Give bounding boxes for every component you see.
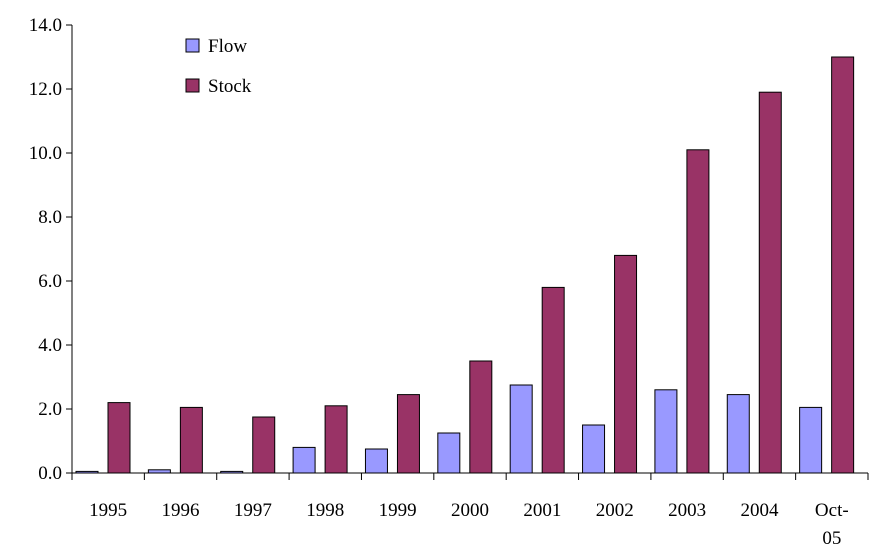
axes-layer: 0.0 2.0 4.0 6.0 8.0 10.0 12.0 14.0 1995 1996 1997 1… (29, 15, 869, 548)
bar-flow-2001 (509, 384, 533, 474)
bar-stock-2000 (469, 360, 493, 474)
bar-stock-1998 (324, 405, 348, 474)
x-tick-label: 1995 (89, 500, 127, 521)
y-tick-label: 6.0 (38, 271, 62, 292)
y-tick-label: 0.0 (38, 463, 62, 484)
x-tick-label: 1996 (162, 500, 200, 521)
bar-stock-2004 (758, 91, 782, 474)
x-tick-label: 2004 (740, 500, 779, 521)
legend-swatch-flow (185, 38, 200, 53)
y-tick-label: 10.0 (29, 143, 62, 164)
y-tick-label: 12.0 (29, 79, 62, 100)
bar-stock-2002 (614, 254, 638, 474)
y-tick-label: 14.0 (29, 15, 62, 36)
bar-flow-2004 (726, 394, 750, 474)
bar-flow-1999 (364, 448, 388, 474)
bar-stock-2001 (541, 286, 565, 474)
legend: Flow Stock (185, 36, 252, 97)
y-tick-label: 2.0 (38, 399, 62, 420)
bar-stock-2003 (686, 149, 710, 474)
bar-flow-1998 (292, 446, 316, 474)
legend-swatch-stock (185, 78, 200, 93)
bar-flow-2002 (582, 424, 606, 474)
bar-flow-2000 (437, 432, 461, 474)
bar-stock-1997 (252, 416, 276, 474)
x-tick-label: 2001 (523, 500, 561, 521)
bar-flow-Oct-05 (799, 406, 823, 474)
bars-layer (75, 56, 855, 474)
x-tick-label: 2003 (668, 500, 706, 521)
bar-stock-1999 (396, 394, 420, 474)
y-tick-label: 4.0 (38, 335, 62, 356)
legend-label-stock: Stock (208, 76, 252, 97)
y-tick-label: 8.0 (38, 207, 62, 228)
x-tick-label: 1999 (379, 500, 417, 521)
x-tick-label: 1998 (306, 500, 344, 521)
bar-stock-1996 (179, 406, 203, 474)
bar-flow-2003 (654, 389, 678, 474)
bar-stock-Oct-05 (831, 56, 855, 474)
x-tick-label: Oct-05 (815, 500, 849, 548)
bar-stock-1995 (107, 402, 131, 474)
legend-label-flow: Flow (208, 36, 247, 57)
x-tick-label: 1997 (234, 500, 272, 521)
x-tick-label: 2000 (451, 500, 489, 521)
x-tick-label: 2002 (596, 500, 634, 521)
